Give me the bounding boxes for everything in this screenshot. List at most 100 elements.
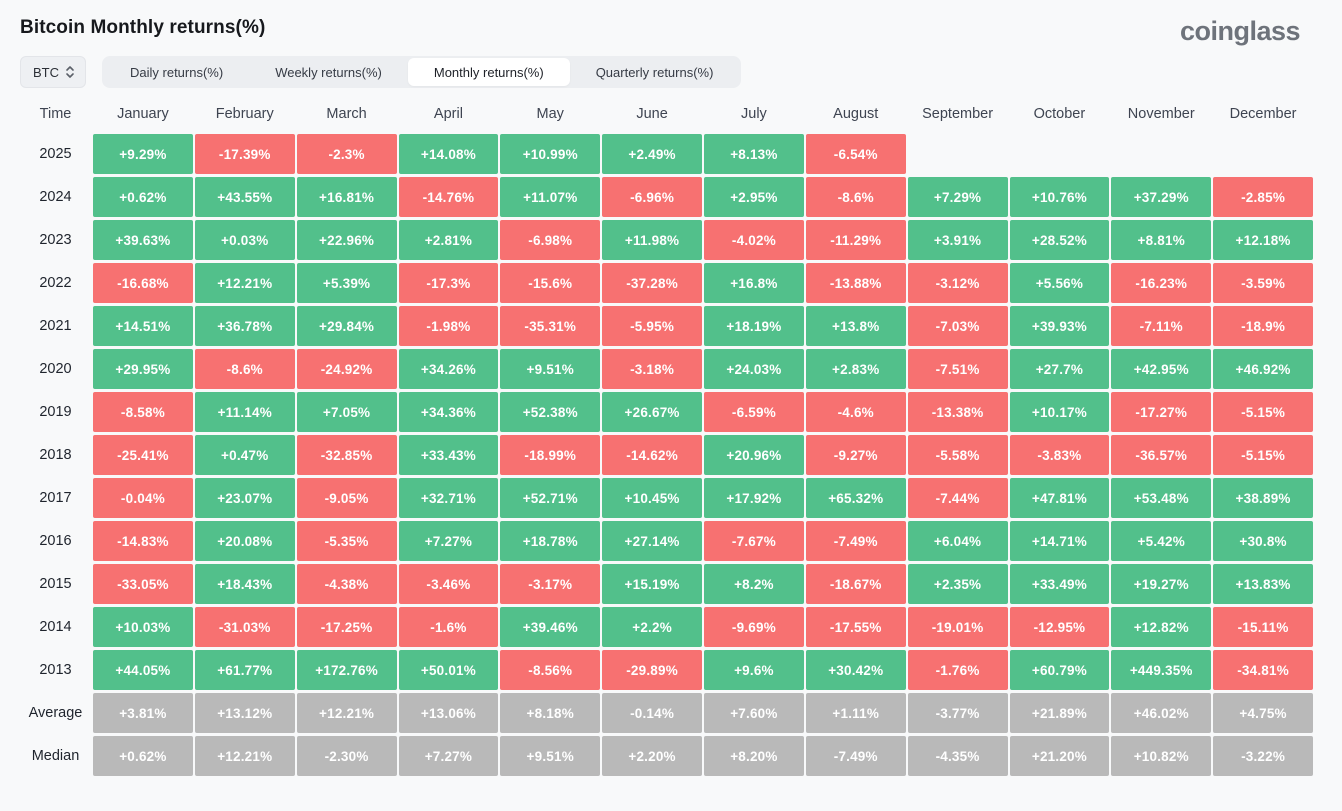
return-cell: -0.04% xyxy=(93,478,193,518)
return-cell: -4.38% xyxy=(296,564,397,604)
return-cell: +8.18% xyxy=(500,693,601,733)
return-cell: +26.67% xyxy=(602,392,702,432)
return-cell: -3.77% xyxy=(907,693,1008,733)
page-title: Bitcoin Monthly returns(%) xyxy=(20,17,266,38)
row-label: 2025 xyxy=(39,146,72,162)
return-cell: +34.26% xyxy=(398,349,499,389)
return-cell: +0.62% xyxy=(93,736,193,776)
return-cell: +12.18% xyxy=(1213,220,1313,260)
return-cell: -8.6% xyxy=(194,349,295,389)
row-label: 2023 xyxy=(39,232,72,248)
tab-monthly[interactable]: Monthly returns(%) xyxy=(407,58,570,86)
return-cell: +21.20% xyxy=(1009,736,1110,776)
return-cell: +12.82% xyxy=(1111,607,1212,647)
return-cell: +20.08% xyxy=(194,521,295,561)
return-cell: +2.83% xyxy=(805,349,906,389)
return-cell: +61.77% xyxy=(194,650,295,690)
return-cell: -15.11% xyxy=(1213,607,1313,647)
return-cell: -7.51% xyxy=(907,349,1008,389)
month-header: December xyxy=(1229,106,1297,122)
return-cell: +36.78% xyxy=(194,306,295,346)
return-cell: -29.89% xyxy=(602,650,702,690)
tab-daily[interactable]: Daily returns(%) xyxy=(130,64,224,80)
return-cell: -14.83% xyxy=(93,521,193,561)
row-label: 2014 xyxy=(39,619,72,635)
return-cell: +32.71% xyxy=(398,478,499,518)
return-cell: +10.82% xyxy=(1111,736,1212,776)
return-cell: -3.12% xyxy=(907,263,1008,303)
return-cell: +2.81% xyxy=(398,220,499,260)
return-cell: +5.39% xyxy=(296,263,397,303)
return-cell: +27.14% xyxy=(602,521,702,561)
month-header: January xyxy=(117,106,169,122)
return-cell: -24.92% xyxy=(296,349,397,389)
return-cell: +10.76% xyxy=(1009,177,1110,217)
return-cell: -18.99% xyxy=(500,435,601,475)
return-cell: +11.07% xyxy=(500,177,601,217)
return-cell: -33.05% xyxy=(93,564,193,604)
return-cell: +9.51% xyxy=(500,736,601,776)
return-cell: +7.05% xyxy=(296,392,397,432)
return-cell: +3.81% xyxy=(93,693,193,733)
return-cell: -5.35% xyxy=(296,521,397,561)
time-header: Time xyxy=(39,106,72,122)
return-cell: -5.58% xyxy=(907,435,1008,475)
return-cell: -13.38% xyxy=(907,392,1008,432)
return-cell: -14.76% xyxy=(398,177,499,217)
tab-bar: Daily returns(%) Weekly returns(%) Monthly… xyxy=(102,56,742,88)
row-label: 2021 xyxy=(39,318,72,334)
tab-quarterly[interactable]: Quarterly returns(%) xyxy=(595,64,714,80)
return-cell: -3.59% xyxy=(1213,263,1313,303)
return-cell: +65.32% xyxy=(805,478,906,518)
row-label: Median xyxy=(31,748,80,764)
return-cell: +29.84% xyxy=(296,306,397,346)
return-cell: +12.21% xyxy=(194,263,295,303)
return-cell: +46.92% xyxy=(1213,349,1313,389)
return-cell: +47.81% xyxy=(1009,478,1110,518)
return-cell: +37.29% xyxy=(1111,177,1212,217)
return-cell: -34.81% xyxy=(1213,650,1313,690)
return-cell: +28.52% xyxy=(1009,220,1110,260)
row-label: 2024 xyxy=(39,189,72,205)
return-cell: -3.22% xyxy=(1213,736,1313,776)
month-header: July xyxy=(741,106,767,122)
return-cell: +39.46% xyxy=(500,607,601,647)
return-cell: -6.98% xyxy=(500,220,601,260)
return-cell: +10.03% xyxy=(93,607,193,647)
return-cell: +30.42% xyxy=(805,650,906,690)
page-header: Bitcoin Monthly returns(%) coinglass xyxy=(20,0,1322,55)
return-cell: +8.13% xyxy=(704,134,804,174)
return-cell: -9.05% xyxy=(296,478,397,518)
return-cell: +1.11% xyxy=(805,693,906,733)
coin-selector[interactable]: BTC xyxy=(20,56,86,88)
return-cell: +8.20% xyxy=(704,736,804,776)
return-cell: +2.49% xyxy=(602,134,702,174)
return-cell: +52.71% xyxy=(500,478,601,518)
return-cell: -14.62% xyxy=(602,435,702,475)
return-cell: +27.7% xyxy=(1009,349,1110,389)
return-cell: -6.54% xyxy=(805,134,906,174)
return-cell: +18.43% xyxy=(194,564,295,604)
return-cell: -37.28% xyxy=(602,263,702,303)
return-cell: -11.29% xyxy=(805,220,906,260)
return-cell: +11.98% xyxy=(602,220,702,260)
return-cell: +6.04% xyxy=(907,521,1008,561)
month-header: May xyxy=(536,106,564,122)
month-header: September xyxy=(922,106,994,122)
row-label: 2016 xyxy=(39,533,72,549)
return-cell: +21.89% xyxy=(1009,693,1110,733)
return-cell: +20.96% xyxy=(704,435,804,475)
tab-weekly[interactable]: Weekly returns(%) xyxy=(275,64,382,80)
return-cell: +33.43% xyxy=(398,435,499,475)
return-cell: -1.76% xyxy=(907,650,1008,690)
return-cell: -5.95% xyxy=(602,306,702,346)
return-cell: -0.14% xyxy=(602,693,702,733)
return-cell: +39.63% xyxy=(93,220,193,260)
coin-selector-value: BTC xyxy=(33,64,59,80)
return-cell: +2.95% xyxy=(704,177,804,217)
empty-cell xyxy=(1010,134,1110,174)
return-cell: +52.38% xyxy=(500,392,601,432)
return-cell: -16.23% xyxy=(1111,263,1212,303)
return-cell: -12.95% xyxy=(1009,607,1110,647)
